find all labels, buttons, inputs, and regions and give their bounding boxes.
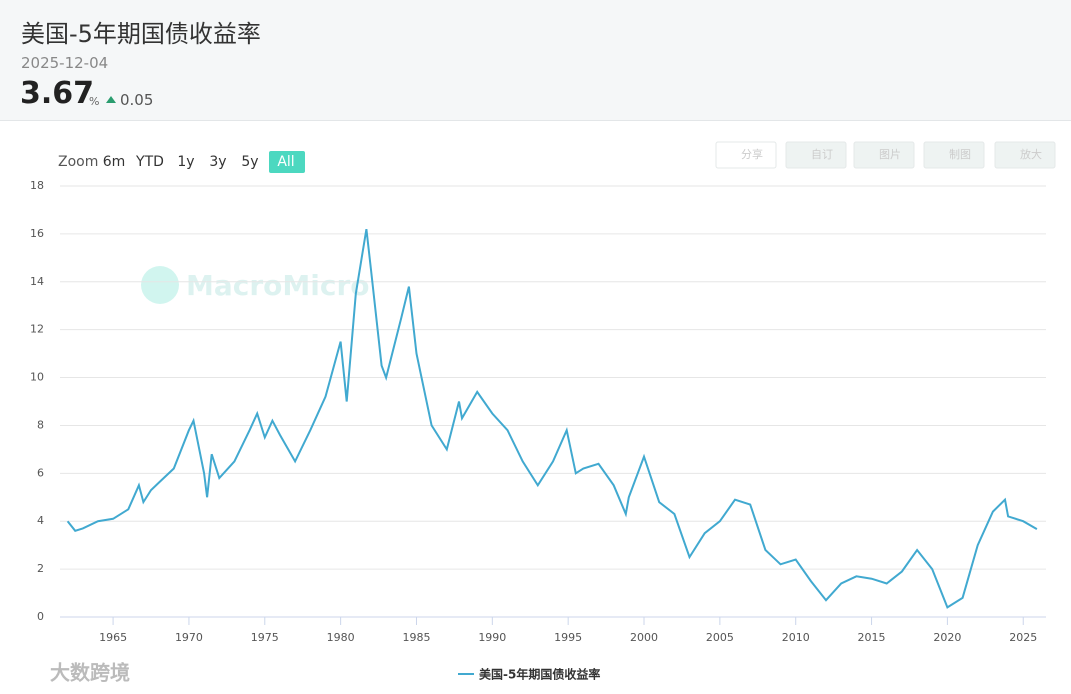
y-tick-label: 14 [30,275,44,288]
x-tick-label: 1995 [554,631,582,644]
x-tick-label: 2000 [630,631,658,644]
x-tick-label: 1990 [478,631,506,644]
legend-label: 美国-5年期国债收益率 [479,667,600,682]
y-tick-label: 0 [37,610,44,623]
tool-button-label[interactable]: 分享 [741,147,763,161]
y-tick-label: 6 [37,466,44,479]
x-tick-label: 2010 [782,631,810,644]
watermark-text: MacroMicro [186,269,370,302]
x-tick-label: 1975 [251,631,279,644]
range-button-bg[interactable] [269,151,305,173]
tool-button[interactable] [923,141,985,169]
y-tick-label: 18 [30,179,44,192]
y-tick-label: 2 [37,562,44,575]
tool-button[interactable] [715,141,777,169]
watermark-logo [141,266,179,304]
y-tick-label: 10 [30,371,44,384]
range-button[interactable]: 1y [177,154,194,170]
y-tick-label: 4 [37,514,44,527]
range-button[interactable]: 5y [241,154,258,170]
x-tick-label: 1985 [402,631,430,644]
line [66,228,1038,609]
x-tick-label: 2020 [933,631,961,644]
chart: Zoom MacroMicro 大数跨境 6m YTD 1y 3y 5y All 分享 自订 图… [30,141,1056,685]
y-tick-label: 16 [30,227,44,240]
x-tick-label: 2025 [1009,631,1037,644]
range-button[interactable]: YTD [135,154,164,170]
tool-button[interactable] [785,141,847,169]
tool-button-label[interactable]: 自订 [811,148,833,161]
x-tick-label: 1965 [99,631,127,644]
title: 美国-5年期国债收益率 [21,20,261,48]
date: 2025-12-04 [21,54,109,72]
zoom-label: Zoom [58,154,98,170]
tool-button-label[interactable]: 制图 [949,148,971,161]
x-tick-label: 1980 [327,631,355,644]
tool-button-label[interactable]: 图片 [879,148,901,161]
range-button[interactable]: 6m [103,154,126,170]
watermark: MacroMicro [141,266,370,304]
x-tick-label: 2015 [858,631,886,644]
change: 0.05 [106,91,153,109]
tool-button-label[interactable]: 放大 [1020,147,1042,161]
range-button[interactable]: All [277,154,294,170]
latest-value: 3.67 [20,76,95,111]
tool-button[interactable] [853,141,915,169]
header: 美国-5年期国债收益率 2025-12-04 3.67 % 0.05 [0,0,1071,121]
range-button[interactable]: 3y [209,154,226,170]
tool-button[interactable] [994,141,1056,169]
y-tick-label: 12 [30,323,44,336]
watermark-text: 大数跨境 [50,661,130,685]
y-tick-label: 8 [37,418,44,431]
x-tick-label: 2005 [706,631,734,644]
x-tick-label: 1970 [175,631,203,644]
unit: % [89,95,100,108]
